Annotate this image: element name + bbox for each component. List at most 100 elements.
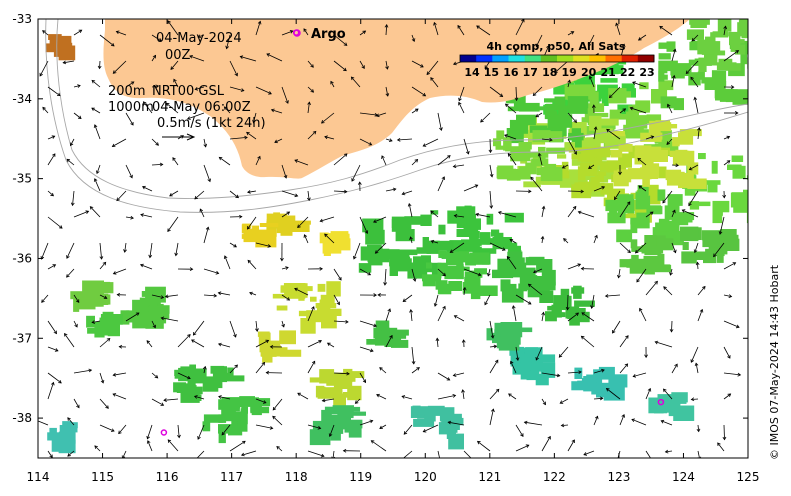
sst-patch [678,173,694,188]
sst-patch [546,148,565,154]
sst-patch [273,294,291,299]
sst-patch [325,407,343,415]
sst-patch [368,254,382,266]
sst-patch [697,40,714,55]
sst-patch [672,218,693,222]
colorbar-segment [509,55,526,62]
sst-patch [640,167,658,179]
sst-patch [600,119,619,126]
sst-patch [423,275,436,286]
sst-patch [617,194,634,199]
sst-patch [707,236,722,247]
sst-patch [350,412,366,416]
sst-patch [310,297,317,302]
sst-patch [76,296,96,309]
y-tick-label: -37 [12,331,32,345]
sst-patch [675,152,687,161]
depth-1000m-label: 1000m [108,100,154,115]
sst-patch [717,62,737,70]
sst-patch [203,380,219,392]
sst-patch [689,20,710,25]
sst-patch [712,70,726,81]
sst-patch [619,91,631,97]
sst-patch [299,311,315,316]
sst-patch [636,213,649,229]
colorbar-tick-label: 18 [542,66,557,79]
sst-patch [59,432,65,443]
sst-patch [86,316,95,328]
sst-patch [520,275,537,290]
sst-patch [140,298,150,307]
sst-patch [469,232,479,239]
x-tick-label: 124 [672,470,695,484]
sst-patch [713,209,723,223]
sst-patch [598,171,607,176]
sst-patch [148,305,169,314]
y-tick-label: -34 [12,92,32,106]
colorbar-segment [622,55,639,62]
sst-patch [508,246,521,252]
colorbar-segment [589,55,606,62]
sst-patch [345,425,353,432]
colorbar-segment [573,55,590,62]
sst-patch [545,105,554,114]
sst-patch [631,255,639,266]
sst-patch [644,256,651,262]
sst-patch [487,214,494,225]
sst-patch [631,239,638,248]
sst-patch [633,265,645,273]
sst-patch [687,29,704,40]
sst-patch [635,145,652,156]
colorbar-tick-label: 23 [639,66,654,79]
sst-patch [712,161,718,174]
sst-patch [503,137,510,150]
sst-patch [242,224,250,233]
sst-patch [491,230,499,237]
colorbar-segment [541,55,558,62]
sst-patch [657,254,664,267]
sst-patch [607,213,625,224]
sst-patch [502,284,517,292]
sst-patch [318,387,326,396]
sst-patch [310,429,331,445]
sst-patch [665,205,680,220]
sst-patch [595,175,604,182]
sst-patch [659,222,673,231]
sst-patch [316,303,337,308]
sst-patch [510,147,530,162]
colorbar-segment [606,55,623,62]
colorbar-segment [638,55,655,62]
time-label: 00Z [165,48,191,63]
sst-patch [558,106,567,120]
colorbar-tick-label: 14 [464,66,480,79]
sst-patch [698,72,705,80]
sst-patch [658,189,666,200]
sst-patch [507,169,521,181]
colorbar-tick-label: 22 [620,66,635,79]
sst-patch [731,193,743,208]
sst-patch [59,44,67,54]
x-tick-label: 114 [27,470,50,484]
sst-patch [242,234,253,239]
sst-patch [661,67,667,74]
credit-text: © IMOS 07-May-2024 14:43 Hobart [766,40,784,460]
x-tick-label: 119 [349,470,372,484]
y-tick-label: -35 [12,172,32,186]
sst-patch [610,110,622,119]
sst-patch [648,398,667,414]
x-tick-label: 122 [543,470,566,484]
sst-patch [658,80,673,90]
sst-patch [574,368,582,379]
sst-patch [547,306,561,311]
sst-patch [318,284,326,292]
x-tick-label: 115 [91,470,114,484]
sst-patch [238,421,248,432]
sst-patch [682,231,699,238]
sst-patch [496,130,504,139]
sst-patch [62,421,71,433]
sst-patch [480,232,491,245]
sst-patch [211,366,225,374]
sst-patch [280,350,301,357]
sst-patch [630,220,637,233]
